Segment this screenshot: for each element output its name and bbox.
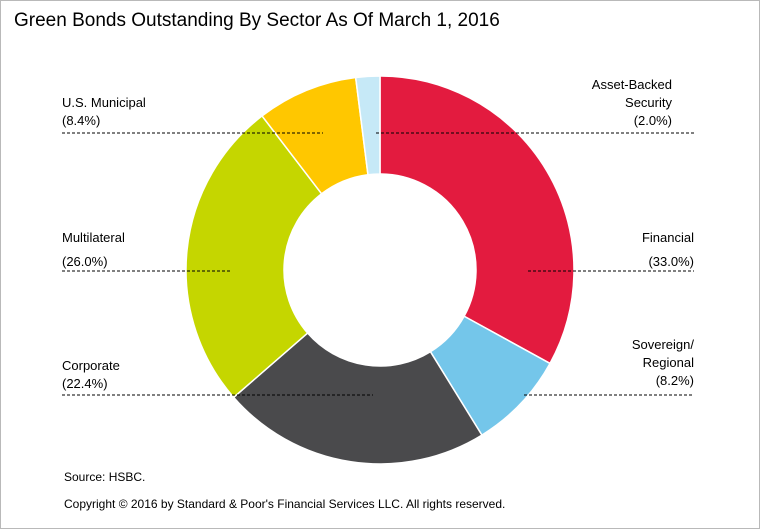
slice-corporate [232, 331, 483, 465]
category-label-multilateral: Multilateral [62, 230, 125, 245]
category-label-asset-backed-security: Security [625, 95, 672, 110]
slice-asset-backed-security [354, 75, 381, 176]
chart-title: Green Bonds Outstanding By Sector As Of … [14, 10, 500, 31]
category-label-sovereign-regional: Regional [643, 355, 694, 370]
slice-financial [379, 75, 575, 365]
value-label-financial: (33.0%) [648, 254, 694, 269]
value-label-corporate: (22.4%) [62, 376, 108, 391]
donut-slices [185, 75, 575, 465]
category-label-corporate: Corporate [62, 358, 120, 373]
value-label-sovereign-regional: (8.2%) [656, 373, 694, 388]
category-label-u-s-municipal: U.S. Municipal [62, 95, 146, 110]
category-label-financial: Financial [642, 230, 694, 245]
value-label-multilateral: (26.0%) [62, 254, 108, 269]
category-label-sovereign-regional: Sovereign/ [632, 337, 695, 352]
value-label-u-s-municipal: (8.4%) [62, 113, 100, 128]
slice-labels: Financial (33.0%) Sovereign/Regional (8.2%)… [62, 77, 694, 391]
source-note: Source: HSBC. [64, 470, 146, 484]
slice-multilateral [185, 114, 323, 399]
leader-lines [62, 132, 694, 396]
value-label-asset-backed-security: (2.0%) [634, 113, 672, 128]
category-label-asset-backed-security: Asset-Backed [592, 77, 672, 92]
copyright-note: Copyright © 2016 by Standard & Poor's Fi… [64, 497, 506, 511]
